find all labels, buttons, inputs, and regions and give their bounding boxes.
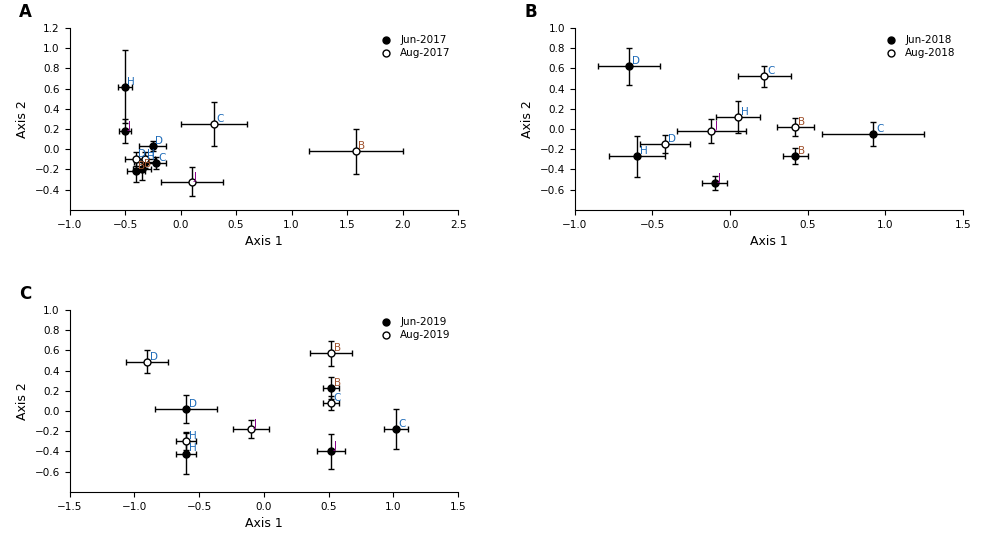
Text: H: H [147, 153, 155, 162]
Text: B: B [798, 146, 805, 157]
Text: J: J [253, 419, 256, 429]
Text: B: B [144, 159, 151, 169]
Text: D: D [155, 136, 163, 146]
Text: C: C [158, 153, 166, 163]
Text: D: D [138, 149, 146, 159]
Text: H: H [639, 146, 647, 157]
Text: H: H [127, 77, 135, 87]
Text: D: D [633, 56, 640, 67]
Text: H: H [741, 107, 749, 117]
Y-axis label: Axis 2: Axis 2 [16, 382, 29, 420]
Legend: Jun-2017, Aug-2017: Jun-2017, Aug-2017 [373, 33, 453, 60]
Text: J: J [127, 121, 130, 131]
Text: B: B [524, 3, 537, 21]
Text: D: D [150, 352, 158, 362]
Text: C: C [19, 285, 31, 302]
X-axis label: Axis 1: Axis 1 [245, 517, 283, 530]
Text: J: J [715, 121, 718, 131]
Text: C: C [876, 124, 884, 134]
Text: D: D [189, 399, 197, 409]
Text: C: C [334, 393, 342, 403]
Y-axis label: Axis 2: Axis 2 [521, 100, 534, 138]
Text: B: B [334, 378, 341, 388]
Text: J: J [718, 173, 721, 183]
Text: A: A [19, 3, 32, 21]
Text: J: J [194, 172, 197, 182]
Text: B: B [358, 141, 365, 151]
X-axis label: Axis 1: Axis 1 [750, 235, 787, 248]
Text: D: D [668, 134, 676, 144]
Text: H: H [189, 432, 197, 442]
Y-axis label: Axis 2: Axis 2 [16, 100, 29, 138]
Text: J: J [334, 442, 337, 452]
Text: B: B [138, 162, 145, 172]
Text: H: H [189, 443, 197, 453]
Legend: Jun-2019, Aug-2019: Jun-2019, Aug-2019 [373, 315, 453, 343]
Text: B: B [334, 343, 341, 353]
Legend: Jun-2018, Aug-2018: Jun-2018, Aug-2018 [879, 33, 958, 60]
Text: B: B [798, 117, 805, 127]
Text: C: C [768, 67, 775, 77]
X-axis label: Axis 1: Axis 1 [245, 235, 283, 248]
Text: H: H [147, 149, 155, 159]
Text: C: C [216, 114, 223, 124]
Text: C: C [398, 419, 406, 429]
